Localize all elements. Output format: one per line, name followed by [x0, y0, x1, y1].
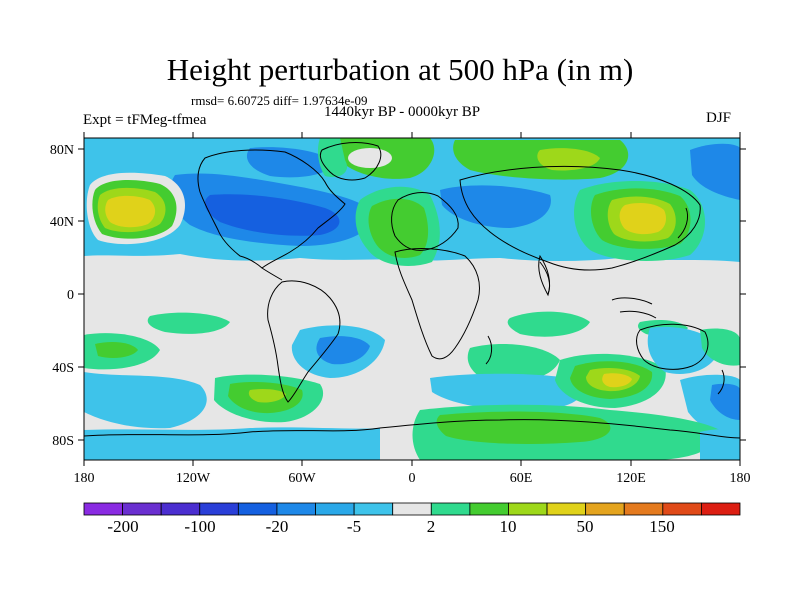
colorbar-label: -200 [107, 517, 138, 536]
s-indian-negative [430, 373, 584, 411]
colorbar-label: -20 [266, 517, 289, 536]
s-pacific-negative [84, 372, 207, 429]
colorbar-cell [199, 502, 239, 516]
x-tick-label: 120E [616, 471, 646, 486]
colorbar-cell [237, 502, 278, 516]
colorbar-cell [469, 502, 509, 516]
s-pacific-positive-core [95, 342, 138, 358]
n-america-negative-core [204, 194, 340, 236]
ne-pacific-negative [690, 143, 740, 200]
colorbar-label: 10 [500, 517, 517, 536]
colorbar-cell [315, 502, 355, 516]
w-russia-negative [440, 185, 551, 228]
s-atlantic-negative-core [316, 336, 370, 365]
colorbar-labels: -200 -100 -20 -5 2 10 50 150 [107, 517, 674, 536]
colorbar-cell [430, 502, 471, 516]
tropics-positive-pacific [147, 312, 230, 334]
colorbar-cell [83, 502, 123, 516]
x-tick-label: 0 [409, 471, 416, 486]
colorbar-cell [701, 502, 741, 516]
y-tick-label: 40S [52, 361, 74, 376]
rmsd-diff-stats: rmsd= 6.60725 diff= 1.97634e-09 [191, 93, 368, 108]
se-pacific-negative-core [710, 383, 740, 420]
map-plot-area [84, 138, 740, 460]
s-america-positive-core [248, 389, 286, 403]
colorbar-label: 150 [649, 517, 675, 536]
x-tick-label: 120W [176, 471, 211, 486]
y-tick-label: 0 [67, 288, 74, 303]
y-tick-label: 80S [52, 434, 74, 449]
map-frame [78, 132, 746, 466]
colorbar-cell [662, 502, 702, 516]
colorbar-cell [160, 502, 201, 516]
y-tick-labels: 80N 40N 0 40S 80S [50, 143, 74, 449]
colorbar-label: 2 [427, 517, 436, 536]
antarctic-positive-core [436, 411, 611, 444]
ross-sea-negative [700, 429, 740, 460]
experiment-label: Expt = tFMeg-tfmea [83, 112, 207, 128]
colorbar-cell [392, 502, 432, 516]
tropics-positive-indian [507, 311, 590, 337]
e-asia-positive-core [619, 202, 666, 235]
colorbar-cell [623, 502, 664, 516]
tasman-positive [700, 328, 740, 366]
siberia-positive-core [537, 148, 600, 171]
greenland-gray-hole [348, 148, 392, 168]
nw-atlantic-negative [246, 147, 335, 178]
s-indian-positive-core [602, 373, 632, 388]
n-pacific-positive-core [105, 195, 156, 228]
chart-title: Height perturbation at 500 hPa (in m) [166, 52, 634, 87]
season-label: DJF [706, 110, 732, 126]
colorbar-cell [353, 502, 394, 516]
coastlines [84, 142, 740, 439]
colorbar-label: -100 [184, 517, 215, 536]
time-period-label: 1440kyr BP - 0000kyr BP [324, 104, 481, 120]
colorbar-label: -5 [347, 517, 361, 536]
colorbar-cell [276, 502, 316, 516]
colorbar-cell [508, 502, 548, 516]
southern-ocean-belt [84, 427, 380, 460]
colorbar-cell [546, 502, 587, 516]
colorbar-label: 50 [577, 517, 594, 536]
x-tick-label: 60E [510, 471, 533, 486]
colorbar-cell [122, 502, 162, 516]
colorbar-cell [585, 502, 625, 516]
y-tick-label: 80N [50, 143, 74, 158]
colorbar [83, 502, 741, 516]
y-tick-label: 40N [50, 215, 74, 230]
x-tick-label: 180 [74, 471, 95, 486]
x-tick-label: 180 [730, 471, 751, 486]
x-tick-label: 60W [288, 471, 316, 486]
europe-positive-green [368, 198, 429, 258]
x-tick-labels: 180 120W 60W 0 60E 120E 180 [74, 471, 751, 486]
